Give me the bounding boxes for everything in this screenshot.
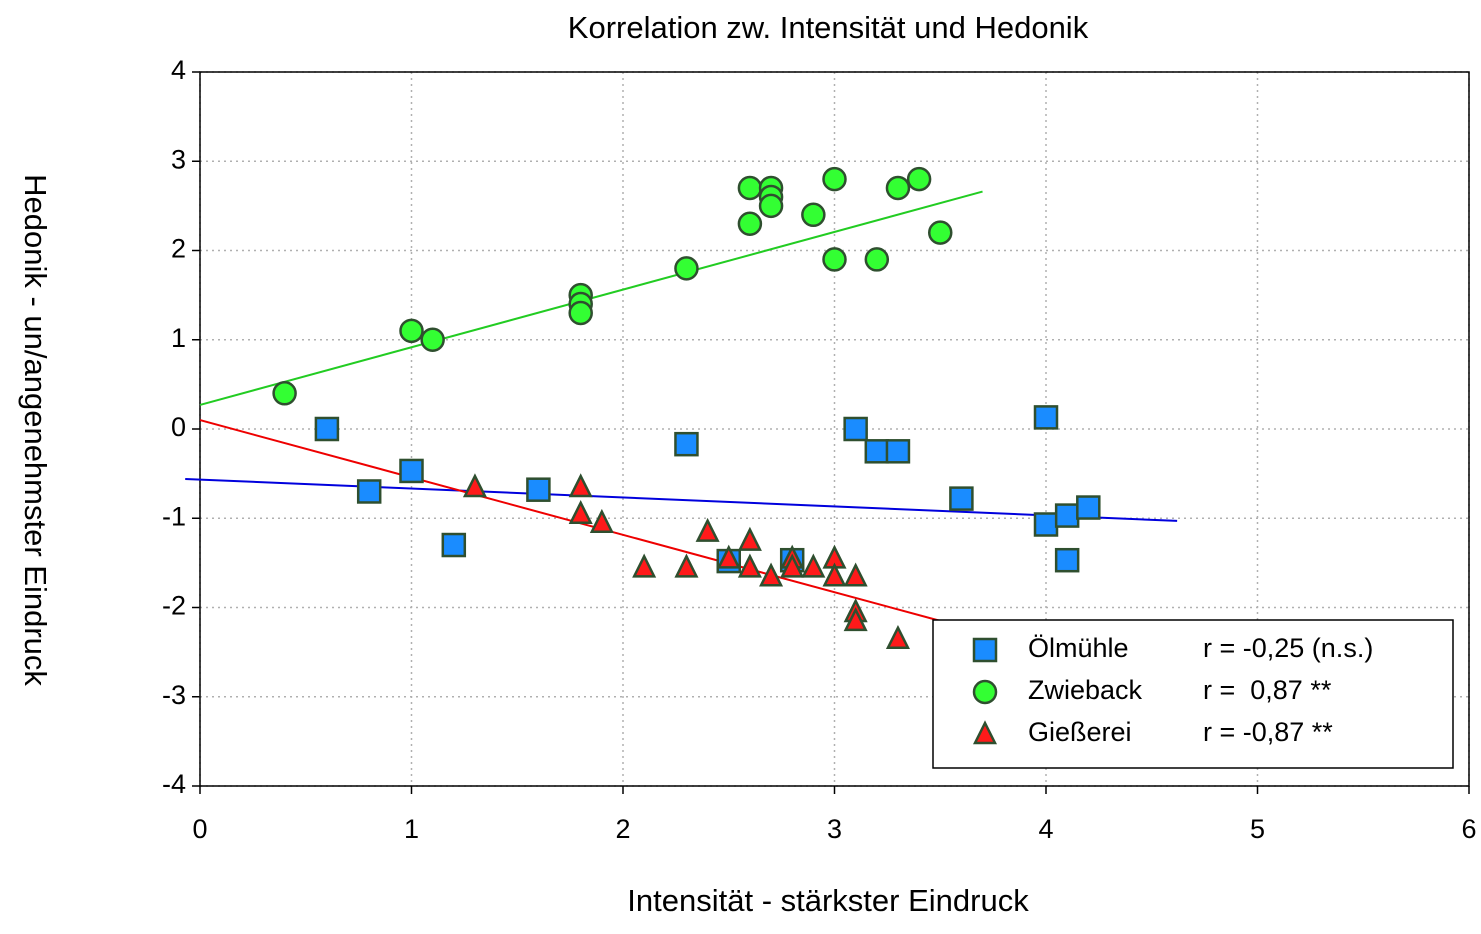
point bbox=[737, 553, 762, 578]
legend-label: Ölmühle bbox=[1028, 633, 1129, 663]
legend-stat: r = 0,87 ** bbox=[1203, 675, 1332, 705]
point bbox=[568, 499, 593, 525]
point bbox=[864, 439, 890, 464]
x-tick-label: 3 bbox=[827, 814, 842, 844]
point bbox=[441, 532, 467, 558]
point bbox=[822, 247, 847, 272]
point bbox=[737, 211, 763, 236]
x-tick-label: 5 bbox=[1250, 814, 1265, 844]
point bbox=[885, 175, 911, 201]
legend-marker bbox=[972, 679, 998, 705]
plot-frame bbox=[199, 71, 1470, 787]
point bbox=[568, 300, 593, 326]
point bbox=[314, 416, 340, 442]
point bbox=[906, 166, 932, 192]
y-tick-label: -4 bbox=[162, 769, 186, 799]
point bbox=[843, 607, 868, 632]
legend-marker bbox=[972, 637, 998, 663]
point bbox=[356, 479, 382, 504]
y-tick-label: 0 bbox=[171, 412, 186, 442]
point bbox=[674, 553, 699, 578]
legend-label: Gießerei bbox=[1028, 717, 1132, 747]
point bbox=[1054, 503, 1080, 528]
x-tick-label: 6 bbox=[1461, 814, 1476, 844]
point bbox=[801, 553, 826, 578]
point bbox=[462, 473, 487, 498]
chart-title: Korrelation zw. Intensität und Hedonik bbox=[568, 10, 1089, 45]
point bbox=[526, 477, 551, 502]
x-tick-label: 1 bbox=[404, 814, 419, 844]
point bbox=[674, 256, 699, 281]
point bbox=[568, 473, 593, 498]
point bbox=[759, 562, 784, 587]
legend-stat: r = -0,87 ** bbox=[1203, 717, 1333, 747]
point bbox=[674, 431, 699, 457]
point bbox=[1033, 405, 1059, 430]
legend: Ölmühle r = -0,25 (n.s.) Zwieback r = 0,87 … bbox=[932, 619, 1454, 769]
point bbox=[843, 562, 868, 587]
x-tick-label: 0 bbox=[192, 814, 207, 844]
point bbox=[801, 202, 826, 228]
x-tick-label: 4 bbox=[1038, 814, 1053, 844]
point bbox=[399, 458, 424, 484]
point bbox=[695, 517, 720, 542]
point bbox=[632, 553, 657, 578]
x-axis-title: Intensität - stärkster Eindruck bbox=[627, 883, 1029, 918]
point bbox=[589, 508, 614, 533]
y-tick-label: -2 bbox=[162, 591, 186, 621]
y-tick-label: 2 bbox=[171, 234, 186, 264]
y-tick-label: 1 bbox=[171, 323, 186, 353]
point bbox=[780, 553, 805, 578]
y-tick-label: 3 bbox=[171, 144, 186, 174]
legend-label: Zwieback bbox=[1028, 675, 1143, 705]
point bbox=[716, 544, 741, 569]
point bbox=[737, 175, 763, 201]
point bbox=[885, 439, 911, 464]
point bbox=[758, 193, 784, 219]
point bbox=[864, 247, 890, 272]
point bbox=[885, 624, 910, 649]
y-tick-label: 4 bbox=[171, 55, 186, 85]
point bbox=[399, 318, 424, 344]
trend-line bbox=[185, 477, 1178, 522]
point bbox=[822, 166, 847, 192]
point bbox=[272, 381, 297, 406]
point bbox=[843, 416, 868, 442]
point bbox=[949, 486, 974, 511]
trend-line bbox=[199, 419, 941, 622]
legend-stat: r = -0,25 (n.s.) bbox=[1203, 633, 1373, 663]
x-tick-label: 2 bbox=[615, 814, 630, 844]
y-tick-label: -1 bbox=[162, 501, 186, 531]
point bbox=[822, 562, 847, 587]
point bbox=[737, 526, 762, 551]
point bbox=[1033, 512, 1059, 537]
y-axis-title: Hedonik - un/angenehmster Eindruck bbox=[18, 174, 53, 686]
legend-marker bbox=[972, 720, 998, 745]
y-tick-label: -3 bbox=[162, 680, 186, 710]
point bbox=[1054, 547, 1080, 573]
legend-box bbox=[932, 619, 1454, 769]
point bbox=[928, 220, 953, 245]
point bbox=[420, 327, 445, 352]
point bbox=[1076, 495, 1101, 520]
